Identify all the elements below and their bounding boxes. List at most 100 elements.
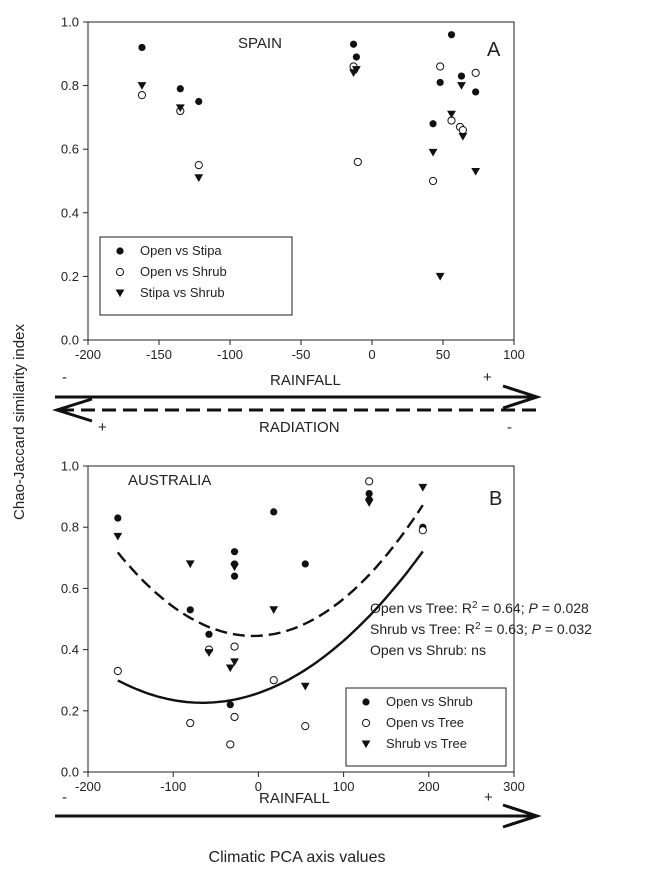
- panel-b-points: [113, 477, 428, 749]
- data-point: [114, 514, 122, 522]
- y-tick-label: 0.4: [61, 205, 79, 220]
- legend-marker: [115, 289, 125, 298]
- data-point: [435, 272, 445, 281]
- panel-b-fit-curves: [116, 504, 424, 704]
- x-tick-label: -200: [75, 779, 101, 794]
- data-point: [365, 489, 373, 498]
- data-point: [226, 701, 234, 709]
- data-point: [364, 499, 374, 507]
- data-point: [113, 666, 122, 676]
- x-tick-label: -150: [146, 347, 172, 362]
- data-point: [185, 560, 195, 569]
- data-point: [230, 563, 239, 572]
- radiation-label: RADIATION: [259, 419, 340, 436]
- data-point: [138, 43, 146, 52]
- legend-label: Shrub vs Tree: [386, 736, 467, 751]
- x-tick-label: 100: [503, 347, 525, 362]
- data-point: [436, 62, 445, 71]
- panel-a-spain: -200 -150 -100 -50 0 50 1000.00.20.40.60.81.0 …: [61, 15, 525, 363]
- data-point: [176, 85, 184, 93]
- x-tick-label: 200: [418, 779, 440, 794]
- panel-a-letter: A: [487, 39, 501, 61]
- data-point: [365, 477, 374, 486]
- panel-a-points: [137, 31, 481, 281]
- radiation-minus: -: [507, 419, 512, 436]
- y-tick-label: 0.2: [61, 703, 79, 718]
- radiation-arrowhead: [51, 397, 93, 423]
- rainfall-plus-b: +: [484, 789, 493, 806]
- data-point: [137, 82, 147, 90]
- panel-b-axes: -200 -100 0 100 200 300 0.0 0.2 0.4 0.6 0.8 1.0: [61, 459, 525, 795]
- legend-box: [99, 236, 293, 316]
- legend-label: Stipa vs Shrub: [140, 285, 225, 300]
- legend-marker: [362, 698, 370, 706]
- legend-label: Open vs Tree: [386, 715, 464, 730]
- data-point: [418, 526, 427, 535]
- data-point: [458, 132, 468, 141]
- legend-marker: [116, 247, 124, 255]
- rainfall-arrowhead-a: [502, 384, 542, 410]
- data-point: [186, 606, 194, 614]
- panel-a-legend: Open vs Stipa Open vs Shrub Stipa vs Shrub: [99, 236, 293, 316]
- panel-b-plot-area: [87, 465, 515, 773]
- data-point: [204, 649, 214, 657]
- y-tick-label: 1.0: [61, 15, 79, 30]
- panel-b-legend: Open vs Shrub Open vs Tree Shrub vs Tree: [345, 687, 507, 767]
- y-axis-label: Chao-Jaccard similarity index: [11, 324, 28, 520]
- rainfall-arrow-a: - + RAINFALL: [55, 369, 542, 410]
- panel-b-statistics: Open vs Tree: R2 = 0.64; P = 0.028 Shrub …: [370, 600, 592, 659]
- data-point: [270, 508, 278, 516]
- data-point: [429, 120, 437, 128]
- panel-b-letter: B: [489, 488, 502, 510]
- data-point: [230, 658, 239, 667]
- x-tick-label: 300: [503, 779, 525, 794]
- legend-label: Open vs Shrub: [140, 264, 227, 279]
- data-point: [194, 161, 203, 170]
- data-point: [428, 148, 438, 157]
- y-tick-label: 0.2: [61, 269, 79, 284]
- x-tick-label: -50: [292, 347, 311, 362]
- legend-label: Open vs Stipa: [140, 243, 222, 258]
- data-point: [301, 560, 309, 568]
- data-point: [447, 31, 456, 39]
- x-tick-label: 0: [368, 347, 375, 362]
- x-tick-label: -100: [217, 347, 243, 362]
- data-point: [352, 53, 360, 61]
- rainfall-plus-a: +: [483, 369, 492, 386]
- rainfall-minus-a: -: [62, 369, 67, 386]
- panel-b-australia: -200 -100 0 100 200 300 0.0 0.2 0.4 0.6 0.8 1.0 AUS…: [61, 459, 592, 795]
- data-point: [447, 110, 456, 119]
- data-point: [226, 740, 235, 749]
- data-point: [301, 722, 310, 731]
- stat-annotation: Open vs Tree: R2 = 0.64; P = 0.028: [370, 600, 589, 617]
- y-tick-label: 0.8: [61, 520, 79, 535]
- x-tick-label: 50: [436, 347, 450, 362]
- data-point: [230, 712, 239, 722]
- data-point: [186, 718, 195, 728]
- x-axis-label: Climatic PCA axis values: [209, 849, 386, 866]
- data-point: [230, 572, 239, 580]
- y-tick-label: 0.8: [61, 78, 79, 93]
- data-point: [269, 676, 278, 685]
- data-point: [230, 642, 239, 651]
- data-point: [458, 126, 467, 135]
- rainfall-minus-b: -: [62, 789, 67, 806]
- x-tick-label: 0: [255, 779, 262, 794]
- rainfall-label-b: RAINFALL: [259, 790, 330, 807]
- data-point: [230, 548, 239, 556]
- data-point: [457, 82, 466, 90]
- y-tick-label: 0.0: [61, 765, 79, 780]
- data-point: [472, 88, 480, 96]
- y-tick-label: 1.0: [61, 459, 79, 474]
- radiation-arrow: + RADIATION -: [51, 397, 537, 436]
- legend-marker: [361, 740, 371, 749]
- data-point: [353, 157, 362, 167]
- rainfall-label-a: RAINFALL: [270, 372, 341, 389]
- data-point: [175, 104, 185, 113]
- data-point: [194, 174, 204, 182]
- stat-annotation: Shrub vs Tree: R2 = 0.63; P = 0.032: [370, 621, 592, 638]
- radiation-plus: +: [98, 419, 107, 436]
- fit-curve-shrub-vs-tree: [116, 504, 424, 638]
- y-tick-label: 0.6: [61, 142, 79, 157]
- fit-curve-open-vs-tree: [117, 550, 424, 704]
